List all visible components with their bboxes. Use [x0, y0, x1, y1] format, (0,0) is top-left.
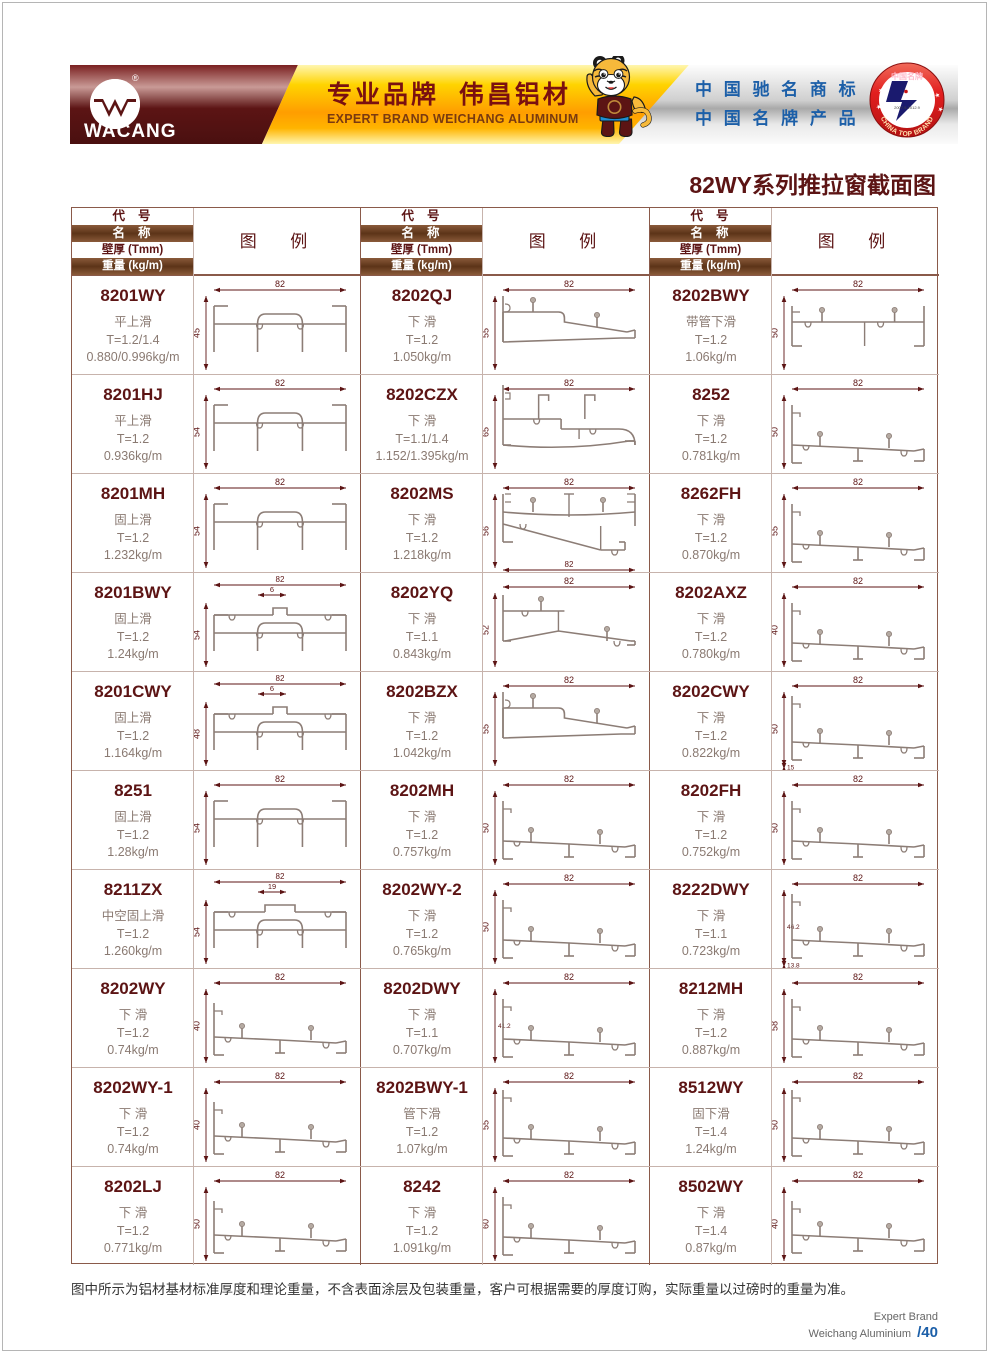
svg-text:40: 40 [194, 1120, 202, 1130]
svg-text:40: 40 [194, 1021, 202, 1031]
svg-text:82: 82 [564, 873, 574, 883]
svg-text:60: 60 [483, 1219, 491, 1229]
svg-text:82: 82 [853, 279, 863, 289]
svg-text:82: 82 [564, 972, 574, 982]
svg-text:82: 82 [565, 560, 574, 569]
svg-text:82: 82 [564, 1071, 574, 1081]
svg-text:50: 50 [772, 328, 780, 338]
svg-text:82: 82 [564, 774, 574, 784]
svg-text:82: 82 [564, 477, 574, 487]
svg-text:82: 82 [275, 477, 285, 487]
svg-text:50: 50 [772, 823, 780, 833]
svg-text:50: 50 [194, 1219, 202, 1229]
svg-text:55: 55 [483, 1120, 491, 1130]
svg-text:19: 19 [268, 882, 276, 891]
svg-text:6: 6 [270, 684, 274, 693]
svg-text:82: 82 [853, 972, 863, 982]
svg-text:82: 82 [275, 972, 285, 982]
svg-text:50: 50 [483, 823, 491, 833]
svg-text:54: 54 [194, 427, 202, 437]
svg-text:82: 82 [564, 576, 574, 586]
svg-text:6: 6 [270, 585, 274, 594]
svg-text:82: 82 [275, 1071, 285, 1081]
svg-text:82: 82 [853, 1170, 863, 1180]
svg-text:82: 82 [275, 1170, 285, 1180]
svg-text:82: 82 [276, 872, 285, 881]
svg-text:82: 82 [564, 279, 574, 289]
svg-text:58: 58 [772, 1021, 780, 1031]
svg-text:46.2: 46.2 [787, 924, 800, 931]
svg-text:82: 82 [275, 279, 285, 289]
svg-text:中国名牌: 中国名牌 [891, 71, 923, 81]
svg-text:55: 55 [483, 724, 491, 734]
svg-text:82: 82 [276, 674, 285, 683]
svg-text:82: 82 [853, 675, 863, 685]
svg-text:65: 65 [483, 427, 491, 437]
svg-text:2007.9-2012.9: 2007.9-2012.9 [894, 105, 921, 110]
svg-text:54: 54 [194, 630, 202, 640]
svg-text:50: 50 [772, 724, 780, 734]
svg-text:41.2: 41.2 [498, 1023, 511, 1030]
svg-text:82: 82 [275, 774, 285, 784]
svg-text:55: 55 [483, 328, 491, 338]
svg-text:40: 40 [772, 625, 780, 635]
svg-text:50: 50 [772, 1120, 780, 1130]
svg-text:52: 52 [483, 625, 491, 635]
svg-text:56: 56 [483, 526, 491, 536]
svg-text:82: 82 [564, 378, 574, 388]
svg-text:82: 82 [853, 477, 863, 487]
svg-text:82: 82 [853, 873, 863, 883]
svg-text:54: 54 [194, 526, 202, 536]
svg-text:55: 55 [772, 526, 780, 536]
svg-text:82: 82 [564, 1170, 574, 1180]
svg-text:82: 82 [564, 675, 574, 685]
svg-text:82: 82 [275, 378, 285, 388]
svg-text:82: 82 [853, 1071, 863, 1081]
svg-text:82: 82 [853, 774, 863, 784]
svg-text:50: 50 [772, 427, 780, 437]
svg-text:54: 54 [194, 823, 202, 833]
svg-text:48: 48 [194, 729, 202, 739]
svg-text:40: 40 [772, 1219, 780, 1229]
svg-text:82: 82 [276, 575, 285, 584]
svg-text:82: 82 [853, 378, 863, 388]
svg-text:82: 82 [853, 576, 863, 586]
svg-text:50: 50 [483, 922, 491, 932]
svg-text:45: 45 [194, 328, 202, 338]
svg-text:54: 54 [194, 927, 202, 937]
